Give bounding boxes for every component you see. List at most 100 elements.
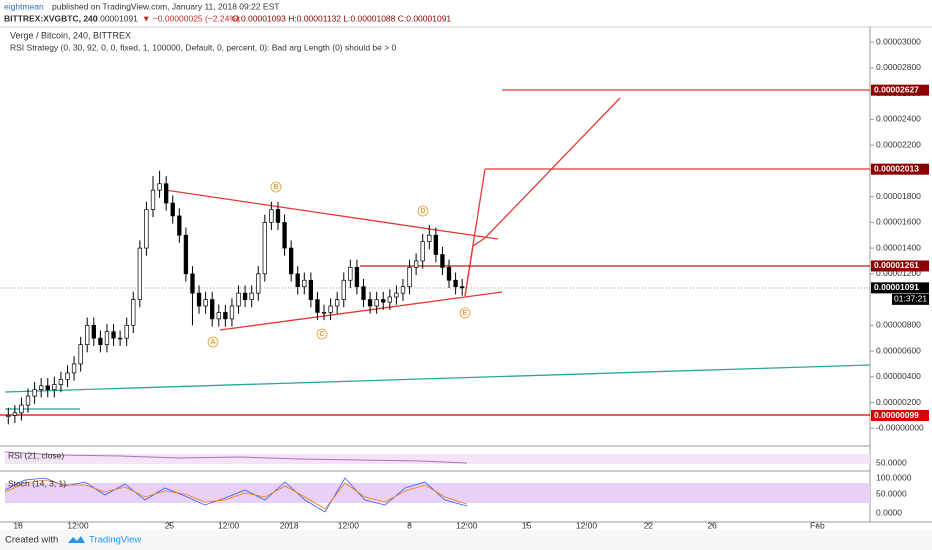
candle-body — [25, 395, 31, 406]
candle-body — [223, 312, 228, 320]
y-tick-label: 0.00000200 — [876, 397, 921, 407]
marker — [459, 307, 471, 319]
candle-body — [321, 312, 327, 314]
candle-body — [400, 286, 406, 294]
candle-body — [170, 202, 175, 217]
candle-body — [381, 299, 386, 303]
candle-body — [236, 292, 241, 307]
stoch-level: 50.0000 — [876, 488, 907, 498]
rsi-line — [4, 451, 468, 464]
candle-body — [210, 299, 215, 320]
candle-body — [45, 385, 50, 391]
y-tick-label: 0.00001600 — [876, 217, 921, 227]
x-tick-label: 8 — [407, 520, 412, 530]
footer-brand[interactable]: TradingView — [89, 535, 141, 546]
candle-body — [6, 415, 11, 418]
candle-body — [157, 183, 162, 191]
candle-body — [78, 344, 83, 365]
candle-body — [407, 267, 412, 288]
candle-body — [420, 241, 425, 262]
candle-body — [295, 273, 300, 288]
y-tick-label: 0.00003000 — [876, 36, 921, 46]
price-label-bg — [871, 410, 929, 422]
y-tick-label: 0.00002800 — [876, 62, 921, 72]
candle-body — [453, 279, 458, 288]
candle-body — [348, 267, 353, 281]
candle-body — [52, 384, 57, 391]
candle-body — [282, 221, 287, 249]
last: 0.00001091 — [93, 13, 138, 23]
candle-body — [387, 296, 392, 303]
price-label-bg — [871, 260, 929, 272]
candle-body — [216, 312, 221, 320]
candle-body — [427, 234, 432, 242]
price-label: 0.00000099 — [874, 410, 919, 420]
symbol: BITTREX:XVGBTC, 240 — [4, 13, 98, 23]
price-label: 0.00001091 — [874, 282, 919, 292]
pattern-label: D — [420, 208, 425, 215]
candle-body — [71, 363, 77, 374]
candle-body — [39, 385, 44, 391]
pattern-markers — [207, 181, 471, 348]
candle-body — [91, 324, 96, 339]
candle-body — [150, 189, 156, 210]
candle-body — [177, 215, 182, 236]
candle-body — [12, 412, 18, 416]
candle-body — [341, 279, 346, 300]
ohlc: O:0.00001093 H:0.00001132 L:0.00001088 C… — [232, 13, 451, 23]
candle-body — [164, 183, 169, 204]
trendline[interactable] — [4, 364, 871, 393]
x-tick-label: Feb — [810, 520, 825, 530]
y-tick-label: 0.00002400 — [876, 114, 921, 124]
candle-body — [19, 404, 24, 414]
candle-body — [413, 260, 419, 268]
marker — [417, 205, 429, 217]
candle-body — [242, 292, 248, 300]
countdown-bg — [892, 293, 929, 305]
x-tick-label: 2018 — [280, 520, 299, 530]
x-tick-label: 12:00 — [67, 520, 89, 530]
x-tick-label: 12:00 — [338, 520, 360, 530]
candle-body — [354, 267, 360, 288]
candle-body — [361, 286, 366, 300]
trendline[interactable] — [219, 291, 503, 331]
candle-body — [124, 324, 129, 339]
logo — [68, 536, 85, 543]
price-label-bg — [871, 282, 929, 294]
price-label: 0.00002013 — [874, 163, 919, 173]
pattern-label: E — [463, 310, 468, 317]
projection[interactable] — [464, 97, 621, 297]
candle-body — [229, 305, 235, 320]
price-label: 0.00001261 — [874, 260, 919, 270]
candle-body — [328, 305, 333, 313]
y-tick-label: -0.00000000 — [876, 423, 924, 433]
x-tick-label: 12:00 — [218, 520, 240, 530]
candle-body — [144, 209, 149, 249]
candle-body — [249, 292, 254, 300]
change: ▼ −0.00000025 (−2.24%) — [142, 13, 240, 23]
candle-body — [269, 209, 274, 223]
author[interactable]: eightmean — [4, 1, 44, 11]
y-tick-label: 0.00002200 — [876, 139, 921, 149]
published: published on TradingView.com, January 11… — [52, 1, 279, 11]
candle-body — [335, 299, 340, 307]
candle-body — [302, 279, 307, 288]
x-tick-label: 25 — [165, 520, 175, 530]
y-tick-label: 0.00000800 — [876, 320, 921, 330]
rsi-title: RSI (21, close) — [8, 450, 64, 460]
candle-body — [85, 324, 90, 345]
pattern-label: A — [211, 339, 216, 346]
candle-body — [183, 234, 189, 275]
x-tick-label: 12:00 — [576, 520, 598, 530]
candle-body — [111, 331, 116, 339]
price-label: 0.00002627 — [874, 84, 919, 94]
price-ticks: 0.000030000.000028000.000026000.00002400… — [870, 36, 924, 433]
stoch-k — [4, 477, 468, 513]
y-tick-label: 0.00001200 — [876, 268, 921, 278]
chart-subtitle: RSI Strategy (0, 30, 92, 0, 0, fixed, 1,… — [10, 42, 397, 52]
candle-body — [131, 299, 136, 326]
candle-body — [446, 267, 452, 281]
candle-body — [117, 337, 123, 340]
trendline[interactable] — [164, 189, 499, 240]
countdown: 01:37:21 — [894, 294, 927, 304]
